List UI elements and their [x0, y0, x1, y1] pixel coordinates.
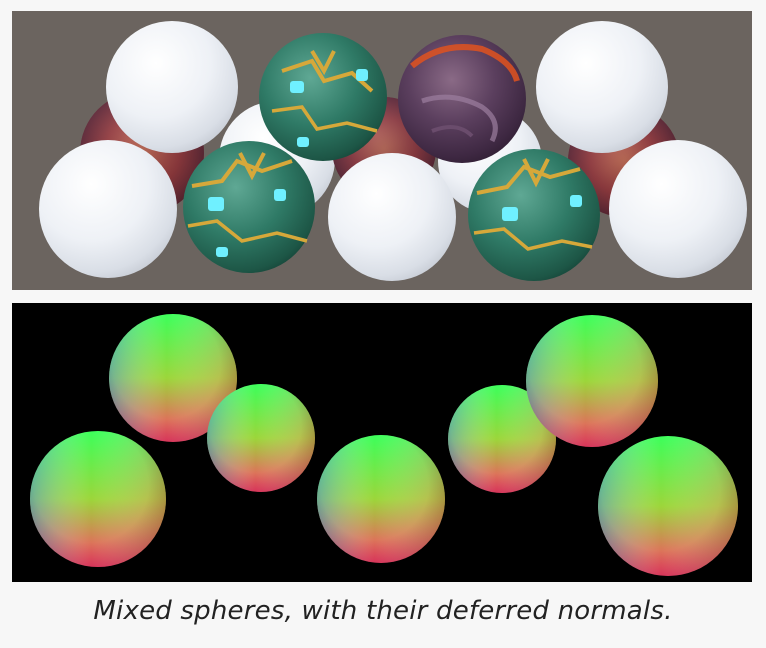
- white-sphere-upper-left: [106, 21, 238, 153]
- normal-sphere-upper-left: [109, 314, 237, 442]
- white-sphere-front-center: [328, 153, 456, 281]
- lava-sphere-upper-right: [398, 35, 526, 163]
- circuit-sphere-upper-center: [259, 33, 387, 161]
- normal-sphere-center-right: [448, 385, 556, 493]
- white-sphere-front-left: [39, 140, 177, 278]
- figure-caption: Mixed spheres, with their deferred norma…: [93, 596, 673, 626]
- normals-buffer-panel: [12, 303, 752, 582]
- scene-render-panel: [12, 11, 752, 290]
- white-sphere-front-right: [609, 140, 747, 278]
- normal-sphere-front-right: [598, 436, 738, 576]
- normal-sphere-upper-right: [526, 315, 658, 447]
- scene-render-image: [39, 21, 747, 281]
- normal-sphere-front-center: [317, 435, 445, 563]
- white-sphere-upper-right: [536, 21, 668, 153]
- normals-buffer-image: [30, 314, 738, 576]
- normal-sphere-center-left: [207, 384, 315, 492]
- circuit-sphere-front-left: [183, 141, 315, 273]
- circuit-sphere-front-right: [468, 149, 600, 281]
- normal-sphere-front-left: [30, 431, 166, 567]
